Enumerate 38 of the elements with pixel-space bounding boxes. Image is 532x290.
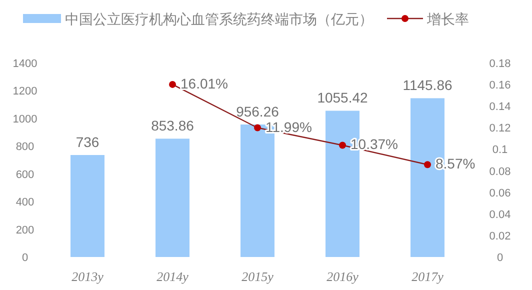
y2-tick-label: 0.18 — [489, 58, 511, 70]
y-tick-label: 200 — [16, 224, 34, 236]
x-tick-label: 2014y — [156, 269, 189, 284]
y2-tick-label: 0.14 — [489, 101, 511, 114]
y2-tick-label: 0.12 — [489, 122, 511, 135]
x-tick-label: 2016y — [326, 269, 359, 284]
y-tick-label: 600 — [16, 168, 34, 181]
y2-tick-label: 0.04 — [489, 208, 511, 221]
data-label: 1055.42 — [317, 90, 368, 106]
y2-tick-label: 0.1 — [492, 144, 508, 156]
data-label: 1145.86 — [402, 77, 452, 94]
y2-tick-label: 0.08 — [489, 166, 511, 178]
legend-label: 增长率 — [426, 11, 469, 27]
point — [169, 80, 176, 88]
y-tick-label: 0 — [22, 252, 28, 264]
point — [424, 161, 431, 168]
y2-tick-label: 0 — [496, 252, 504, 264]
bar — [156, 138, 190, 257]
legend-label: 中国公立医疗机构心血管系统药终端市场（亿元） — [65, 11, 373, 27]
bar — [70, 155, 104, 257]
y-tick-label: 1400 — [12, 58, 38, 70]
x-tick-label: 2015y — [242, 269, 274, 284]
data-label: 956.26 — [236, 103, 280, 120]
point — [254, 124, 261, 132]
data-label: 16.01% — [180, 75, 228, 92]
y-tick-label: 400 — [16, 196, 34, 209]
y-tick-label: 1200 — [12, 86, 38, 98]
data-label: 853.86 — [151, 118, 194, 134]
data-label: 736 — [76, 134, 100, 150]
y-tick-label: 1000 — [12, 113, 38, 126]
y-tick-label: 800 — [16, 141, 34, 154]
y2-tick-label: 0.16 — [489, 80, 511, 92]
y2-tick-label: 0.02 — [489, 230, 511, 242]
y2-tick-label: 0.06 — [489, 187, 511, 200]
x-tick-label: 2013y — [72, 269, 104, 284]
point — [339, 142, 346, 149]
data-label: 11.99% — [266, 118, 312, 135]
x-tick-label: 2017y — [412, 269, 444, 284]
